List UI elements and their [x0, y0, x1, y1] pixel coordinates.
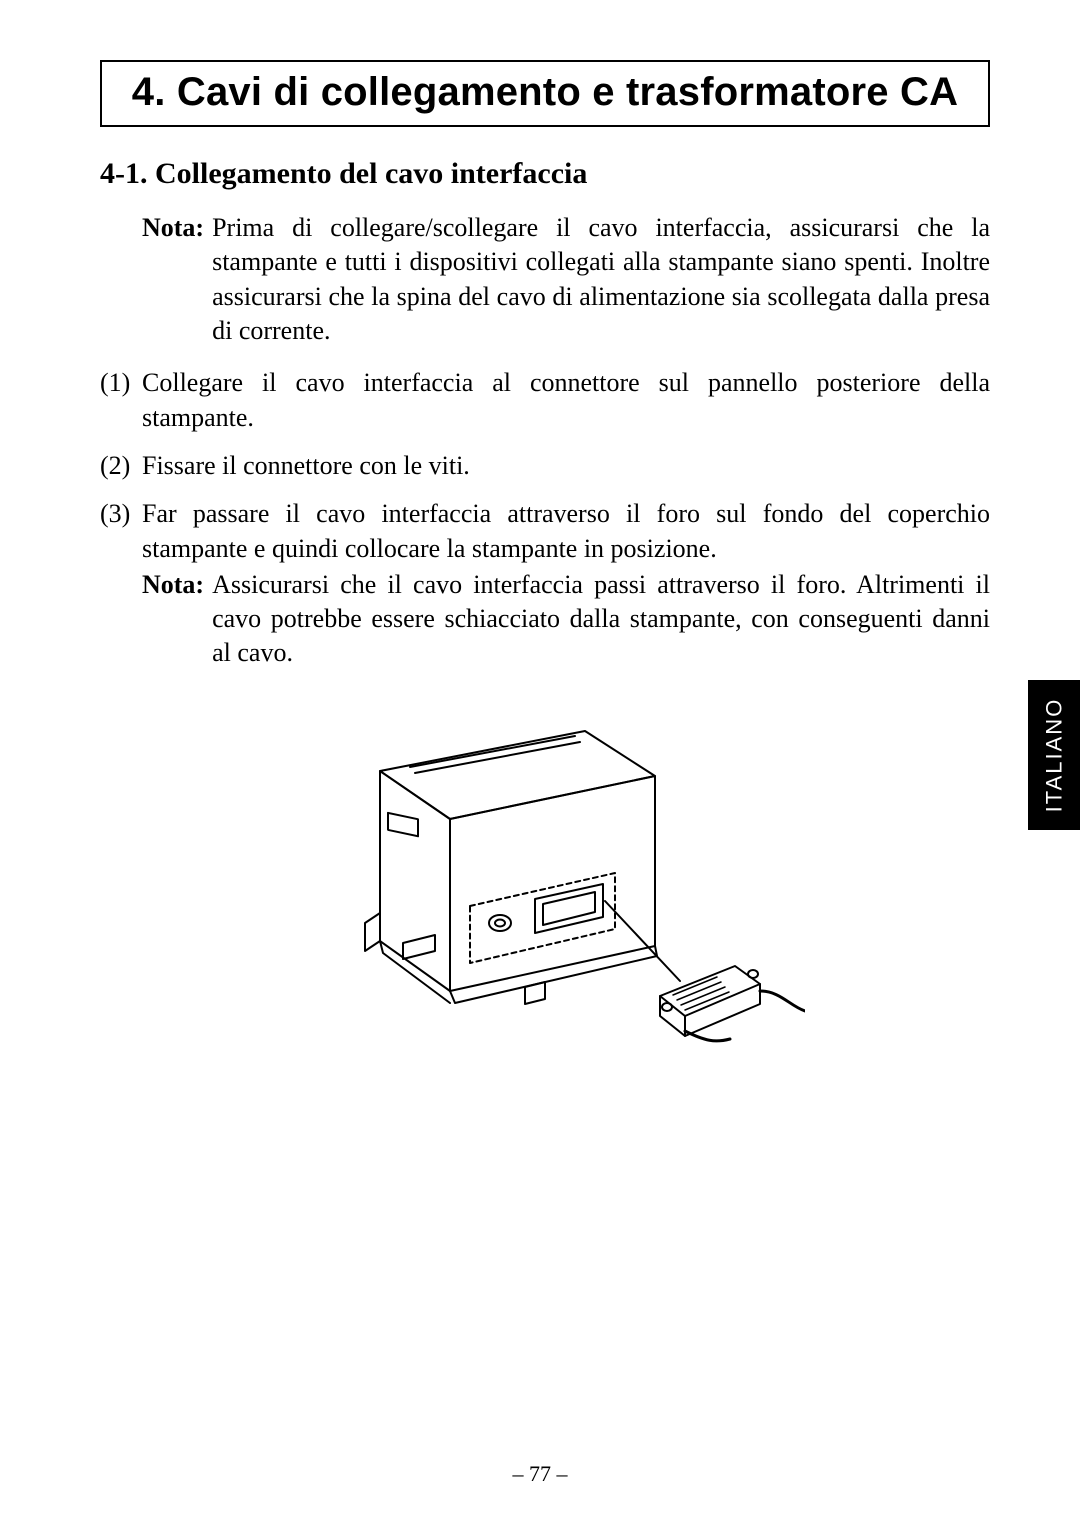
note-label: Nota:	[142, 211, 204, 348]
step-3: (3) Far passare il cavo interfaccia attr…	[100, 497, 990, 566]
step-number: (1)	[100, 366, 142, 435]
note-label: Nota:	[142, 568, 204, 671]
step-number: (2)	[100, 449, 142, 483]
language-tab-label: ITALIANO	[1041, 698, 1067, 813]
chapter-title: 4. Cavi di collegamento e trasformatore …	[132, 70, 958, 114]
page-number: – 77 –	[0, 1461, 1080, 1487]
step-2: (2) Fissare il connettore con le viti.	[100, 449, 990, 483]
step-number: (3)	[100, 497, 142, 566]
step-1: (1) Collegare il cavo interfaccia al con…	[100, 366, 990, 435]
step-text: Fissare il connettore con le viti.	[142, 449, 470, 483]
printer-svg	[285, 691, 805, 1111]
note-block-2: Nota: Assicurarsi che il cavo interfacci…	[100, 568, 990, 671]
note-text: Assicurarsi che il cavo interfaccia pass…	[212, 568, 990, 671]
note-text: Prima di collegare/scollegare il cavo in…	[212, 211, 990, 348]
step-text: Far passare il cavo interfaccia attraver…	[142, 497, 990, 566]
section-title: 4-1. Collegamento del cavo interfaccia	[100, 157, 990, 191]
chapter-title-box: 4. Cavi di collegamento e trasformatore …	[100, 60, 990, 127]
printer-illustration	[100, 691, 990, 1111]
language-tab: ITALIANO	[1028, 680, 1080, 830]
step-text: Collegare il cavo interfaccia al connett…	[142, 366, 990, 435]
note-block-1: Nota: Prima di collegare/scollegare il c…	[100, 211, 990, 348]
